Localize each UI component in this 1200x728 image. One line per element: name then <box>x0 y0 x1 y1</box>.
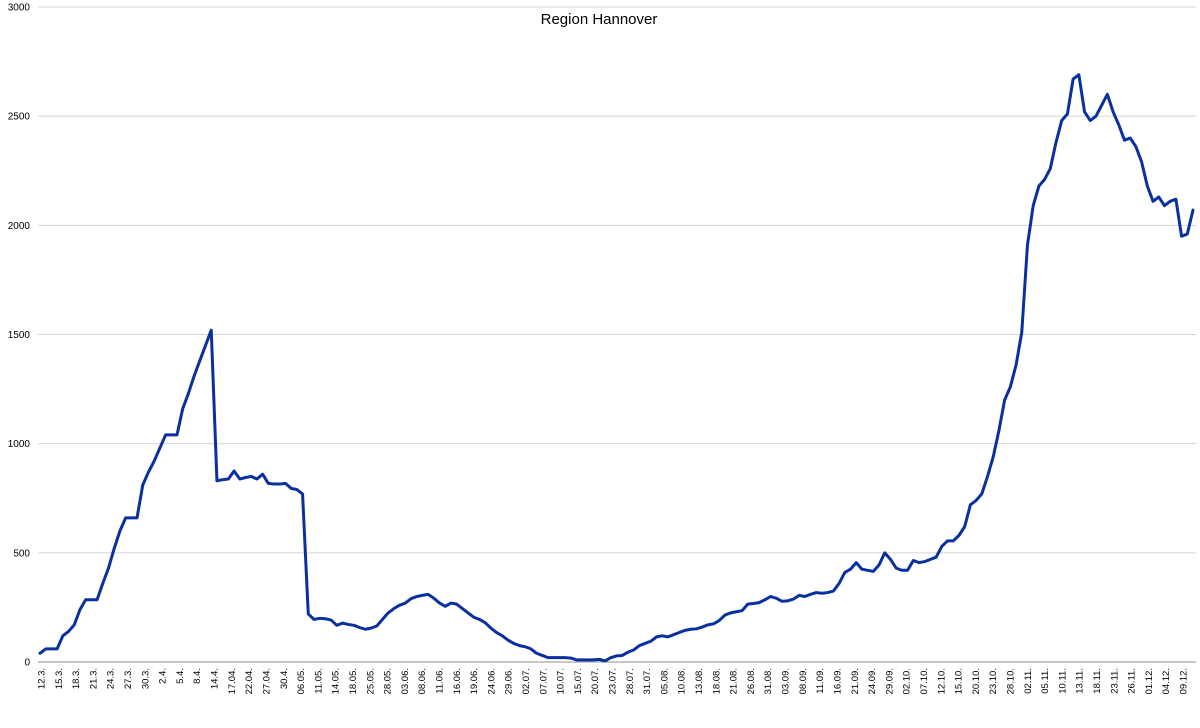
y-tick-label: 3000 <box>8 3 31 14</box>
y-tick-label: 1000 <box>8 439 31 450</box>
x-tick-label: 02.10. <box>902 668 913 694</box>
x-tick-label: 13.08. <box>694 668 705 694</box>
x-tick-label: 10.08. <box>677 668 688 694</box>
x-tick-label: 22.04. <box>244 668 255 694</box>
x-tick-label: 17.04. <box>227 668 238 694</box>
x-tick-labels: 12.3. 15.3. 18.3. 21.3. 24.3. 27.3. 30.3. 2.4. 5… <box>37 668 1190 694</box>
x-tick-label: 5.4. <box>175 668 186 684</box>
x-tick-label: 04.12. <box>1161 668 1172 694</box>
x-tick-label: 09.12. <box>1179 668 1190 694</box>
x-tick-label: 18.08. <box>711 668 722 694</box>
x-tick-label: 26.08. <box>746 668 757 694</box>
x-tick-label: 25.05. <box>365 668 376 694</box>
x-tick-label: 13.11. <box>1075 668 1086 694</box>
x-tick-label: 01.12. <box>1144 668 1155 694</box>
x-tick-label: 31.07. <box>642 668 653 694</box>
y-tick-label: 0 <box>24 658 30 669</box>
x-tick-label: 03.09. <box>781 668 792 694</box>
x-tick-label: 11.09. <box>815 668 826 694</box>
x-tick-label: 12.3. <box>37 668 48 689</box>
x-tick-label: 07.07. <box>538 668 549 694</box>
x-tick-label: 23.07. <box>608 668 619 694</box>
x-tick-label: 10.11. <box>1057 668 1068 694</box>
x-tick-label: 18.05. <box>348 668 359 694</box>
x-tick-label: 29.09. <box>884 668 895 694</box>
x-tick-label: 10.07. <box>556 668 567 694</box>
x-tick-label: 23.11. <box>1109 668 1120 694</box>
x-tick-label: 8.4. <box>192 668 203 684</box>
x-tick-label: 27.3. <box>123 668 134 689</box>
x-tick-label: 29.06. <box>504 668 515 694</box>
x-tick-label: 06.05. <box>296 668 307 694</box>
x-tick-label: 15.07. <box>573 668 584 694</box>
x-tick-label: 16.09. <box>832 668 843 694</box>
x-tick-label: 05.11. <box>1040 668 1051 694</box>
x-tick-label: 24.09. <box>867 668 878 694</box>
x-tick-label: 15.10. <box>954 668 965 694</box>
x-tick-label: 28.05. <box>383 668 394 694</box>
x-tick-label: 14.05. <box>331 668 342 694</box>
x-tick-label: 18.3. <box>71 668 82 689</box>
x-tick-label: 31.08. <box>763 668 774 694</box>
series-line-0 <box>38 73 1195 663</box>
x-tick-label: 26.11. <box>1127 668 1138 694</box>
x-tick-label: 20.10. <box>971 668 982 694</box>
y-tick-label: 500 <box>13 548 30 559</box>
y-tick-labels: 0 500 1000 1500 2000 2500 3000 <box>8 3 31 669</box>
x-tick-label: 11.05. <box>313 668 324 694</box>
x-tick-label: 21.09. <box>850 668 861 694</box>
x-tick-label: 15.3. <box>54 668 65 689</box>
y-tick-label: 2000 <box>8 221 31 232</box>
x-tick-label: 21.3. <box>88 668 99 689</box>
x-tick-label: 2.4. <box>158 668 169 684</box>
x-tick-label: 12.10. <box>936 668 947 694</box>
x-tick-label: 03.06. <box>400 668 411 694</box>
x-tick-label: 11.06. <box>434 668 445 694</box>
x-tick-label: 20.07. <box>590 668 601 694</box>
chart-title: Region Hannover <box>541 11 658 28</box>
x-tick-label: 19.06. <box>469 668 480 694</box>
x-tick-label: 02.07. <box>521 668 532 694</box>
x-tick-label: 18.11. <box>1092 668 1103 694</box>
y-tick-label: 2500 <box>8 112 31 123</box>
y-tick-label: 1500 <box>8 330 31 341</box>
x-tick-label: 23.10. <box>988 668 999 694</box>
x-tick-label: 05.08. <box>659 668 670 694</box>
x-tick-label: 27.04. <box>261 668 272 694</box>
x-tick-label: 30.4. <box>279 668 290 689</box>
x-tick-label: 21.08. <box>729 668 740 694</box>
x-tick-label: 28.07. <box>625 668 636 694</box>
x-tick-label: 28.10. <box>1005 668 1016 694</box>
gridlines <box>38 6 1196 554</box>
x-tick-label: 08.09. <box>798 668 809 694</box>
x-tick-label: 16.06. <box>452 668 463 694</box>
series-layer <box>38 73 1195 663</box>
x-tick-label: 30.3. <box>140 668 151 689</box>
x-tick-label: 24.3. <box>106 668 117 689</box>
x-tick-label: 24.06. <box>486 668 497 694</box>
x-tick-label: 07.10. <box>919 668 930 694</box>
x-tick-label: 02.11. <box>1023 668 1034 694</box>
x-tick-label: 08.06. <box>417 668 428 694</box>
x-tick-label: 14.4. <box>210 668 221 689</box>
